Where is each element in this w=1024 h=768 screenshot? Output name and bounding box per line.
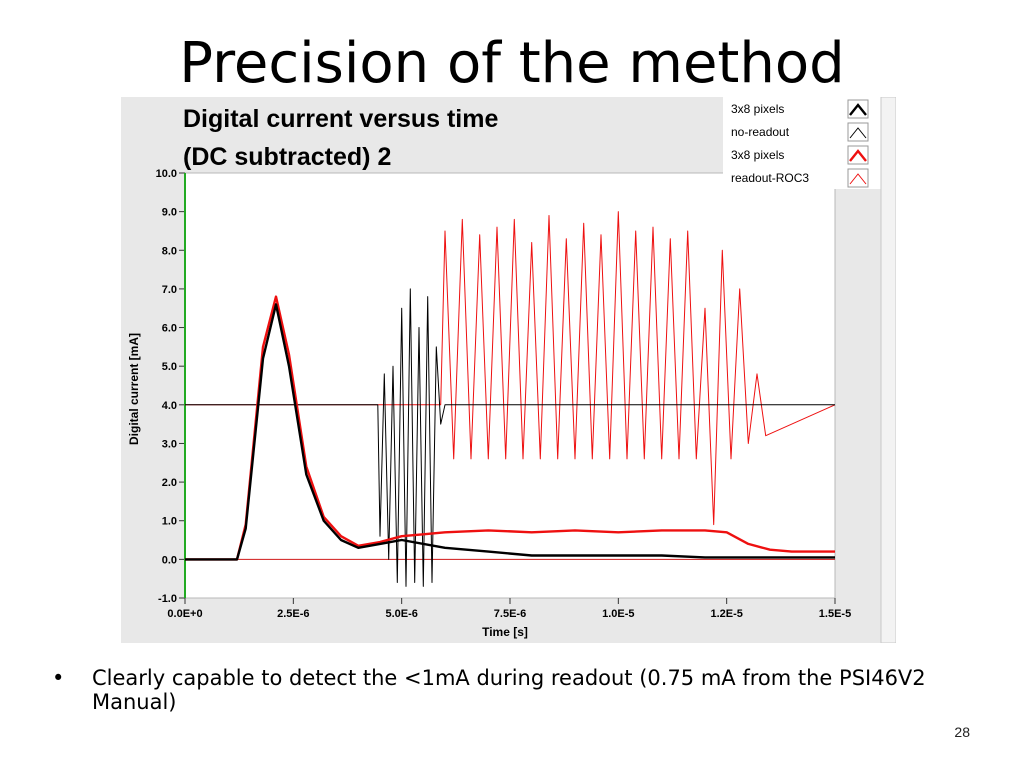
chart-title-line-2: (DC subtracted) 2	[183, 143, 391, 171]
legend-scrollbar[interactable]	[880, 97, 896, 643]
legend-swatch-red	[849, 149, 867, 162]
legend-swatch-black-thin	[849, 127, 867, 139]
x-tick-label: 2.5E-6	[277, 608, 309, 620]
series-line-red	[185, 295, 835, 561]
legend-label: 3x8 pixels	[731, 102, 784, 116]
data-series	[185, 211, 836, 587]
x-tick-label: 0.0E+0	[167, 608, 202, 620]
page-number: 28	[954, 724, 970, 740]
x-tick-label: 1.5E-5	[819, 608, 851, 620]
chart-panel: Digital current versus time (DC subtract…	[121, 97, 896, 643]
y-tick-label: 2.0	[162, 477, 177, 489]
series-line-black	[185, 303, 835, 561]
legend-swatch-box-3	[847, 168, 869, 188]
y-axis-label: Digital current [mA]	[127, 333, 141, 445]
legend-label: readout-ROC3	[731, 171, 809, 185]
series-line-black-thin	[185, 288, 835, 587]
y-tick-label: -1.0	[158, 593, 177, 605]
y-tick-label: 10.0	[156, 168, 177, 180]
plot-area	[184, 172, 836, 599]
legend-swatch-red-thin	[849, 173, 867, 185]
digital-current-chart: Digital current versus time (DC subtract…	[121, 97, 896, 643]
bullet-dot-icon: •	[52, 666, 65, 690]
y-tick-label: 1.0	[162, 516, 177, 528]
y-tick-label: 7.0	[162, 284, 177, 296]
x-tick-label: 7.5E-6	[494, 608, 526, 620]
y-tick-label: 0.0	[162, 554, 177, 566]
y-tick-label: 3.0	[162, 438, 177, 450]
legend: 3x8 pixels no-readout 3x8 pixels readout-RO…	[723, 97, 881, 189]
y-tick-label: 8.0	[162, 245, 177, 257]
legend-swatch-box-2	[847, 145, 869, 165]
x-tick-label: 5.0E-6	[385, 608, 417, 620]
y-tick-label: 9.0	[162, 207, 177, 219]
y-tick-label: 5.0	[162, 361, 177, 373]
series-line-red-thin	[185, 211, 836, 526]
legend-swatch-box-0	[847, 99, 869, 119]
legend-swatch-box-1	[847, 122, 869, 142]
legend-label: 3x8 pixels	[731, 148, 784, 162]
axis-ticks: 10.0 9.0 8.0 7.0 6.0 5.0 4.0 3.0 2.0 1.0 0.0 -1.0 0.…	[156, 168, 852, 620]
x-axis-label: Time [s]	[482, 625, 528, 639]
x-tick-label: 1.0E-5	[602, 608, 634, 620]
x-tick-label: 1.2E-5	[710, 608, 742, 620]
chart-title-line-1: Digital current versus time	[183, 105, 498, 133]
bullet-text: Clearly capable to detect the <1mA durin…	[92, 666, 926, 714]
legend-swatch-black	[849, 103, 867, 116]
legend-label: no-readout	[731, 125, 790, 139]
y-tick-label: 6.0	[162, 323, 177, 335]
slide-title: Precision of the method	[179, 31, 845, 96]
y-tick-label: 4.0	[162, 400, 177, 412]
